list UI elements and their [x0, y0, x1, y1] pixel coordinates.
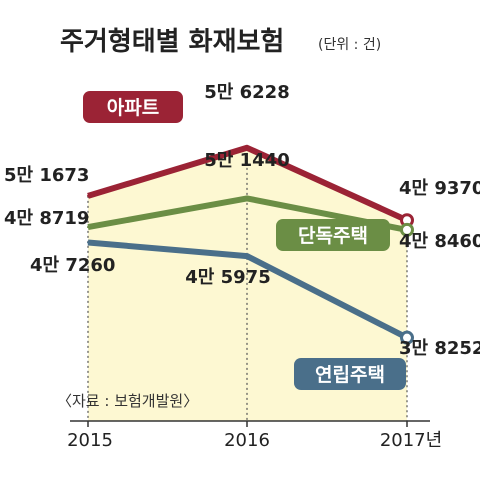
chart-unit: (단위 : 건) [318, 37, 381, 53]
vertical-dashed-lines [87, 147, 408, 421]
series-2-point-0 [87, 241, 89, 244]
value-label-2-1: 4만 5975 [185, 267, 270, 288]
value-label-0-0: 5만 1673 [4, 165, 89, 186]
value-label-1-2: 4만 8460 [399, 231, 480, 252]
x-tick-labels: 2015 2016 2017년 [67, 430, 442, 451]
series-tag-label-0: 아파트 [107, 97, 159, 119]
series-2-point-2 [400, 330, 414, 345]
x-tick-label-1: 2016 [224, 430, 270, 451]
series-tag-1 [276, 219, 390, 251]
value-label-2-0: 4만 7260 [30, 255, 115, 276]
series-1-point-2 [400, 222, 414, 237]
series-0-point-1 [246, 146, 248, 149]
series-1-point-1 [246, 197, 248, 200]
value-label-1-0: 4만 8719 [4, 208, 89, 229]
value-label-0-1: 5만 6228 [204, 82, 289, 103]
series-tag-label-1: 단독주택 [298, 225, 368, 247]
chart-title-text: 주거형태별 화재보험 [60, 27, 284, 57]
series-tag-2 [294, 358, 406, 390]
x-tick-marks [87, 421, 408, 427]
value-label-1-1: 5만 1440 [204, 150, 289, 171]
value-labels: 5만 1673 5만 6228 4만 9370 4만 8719 5만 1440 4만 84… [4, 82, 480, 359]
x-tick-label-2: 2017년 [380, 430, 442, 451]
series-1-point-0 [87, 226, 89, 229]
series-2-point-1 [246, 255, 248, 258]
value-label-2-2: 3만 8252 [399, 338, 480, 359]
chart-title: 주거형태별 화재보험 (단위 : 건) [60, 27, 381, 57]
series-tag-0 [83, 91, 183, 123]
x-tick-label-0: 2015 [67, 430, 113, 451]
source-note: 〈자료 : 보험개발원〉 [57, 392, 198, 410]
value-label-0-2: 4만 9370 [399, 178, 480, 199]
series-tag-label-2: 연립주택 [315, 364, 385, 386]
series-0-point-0 [87, 194, 89, 197]
